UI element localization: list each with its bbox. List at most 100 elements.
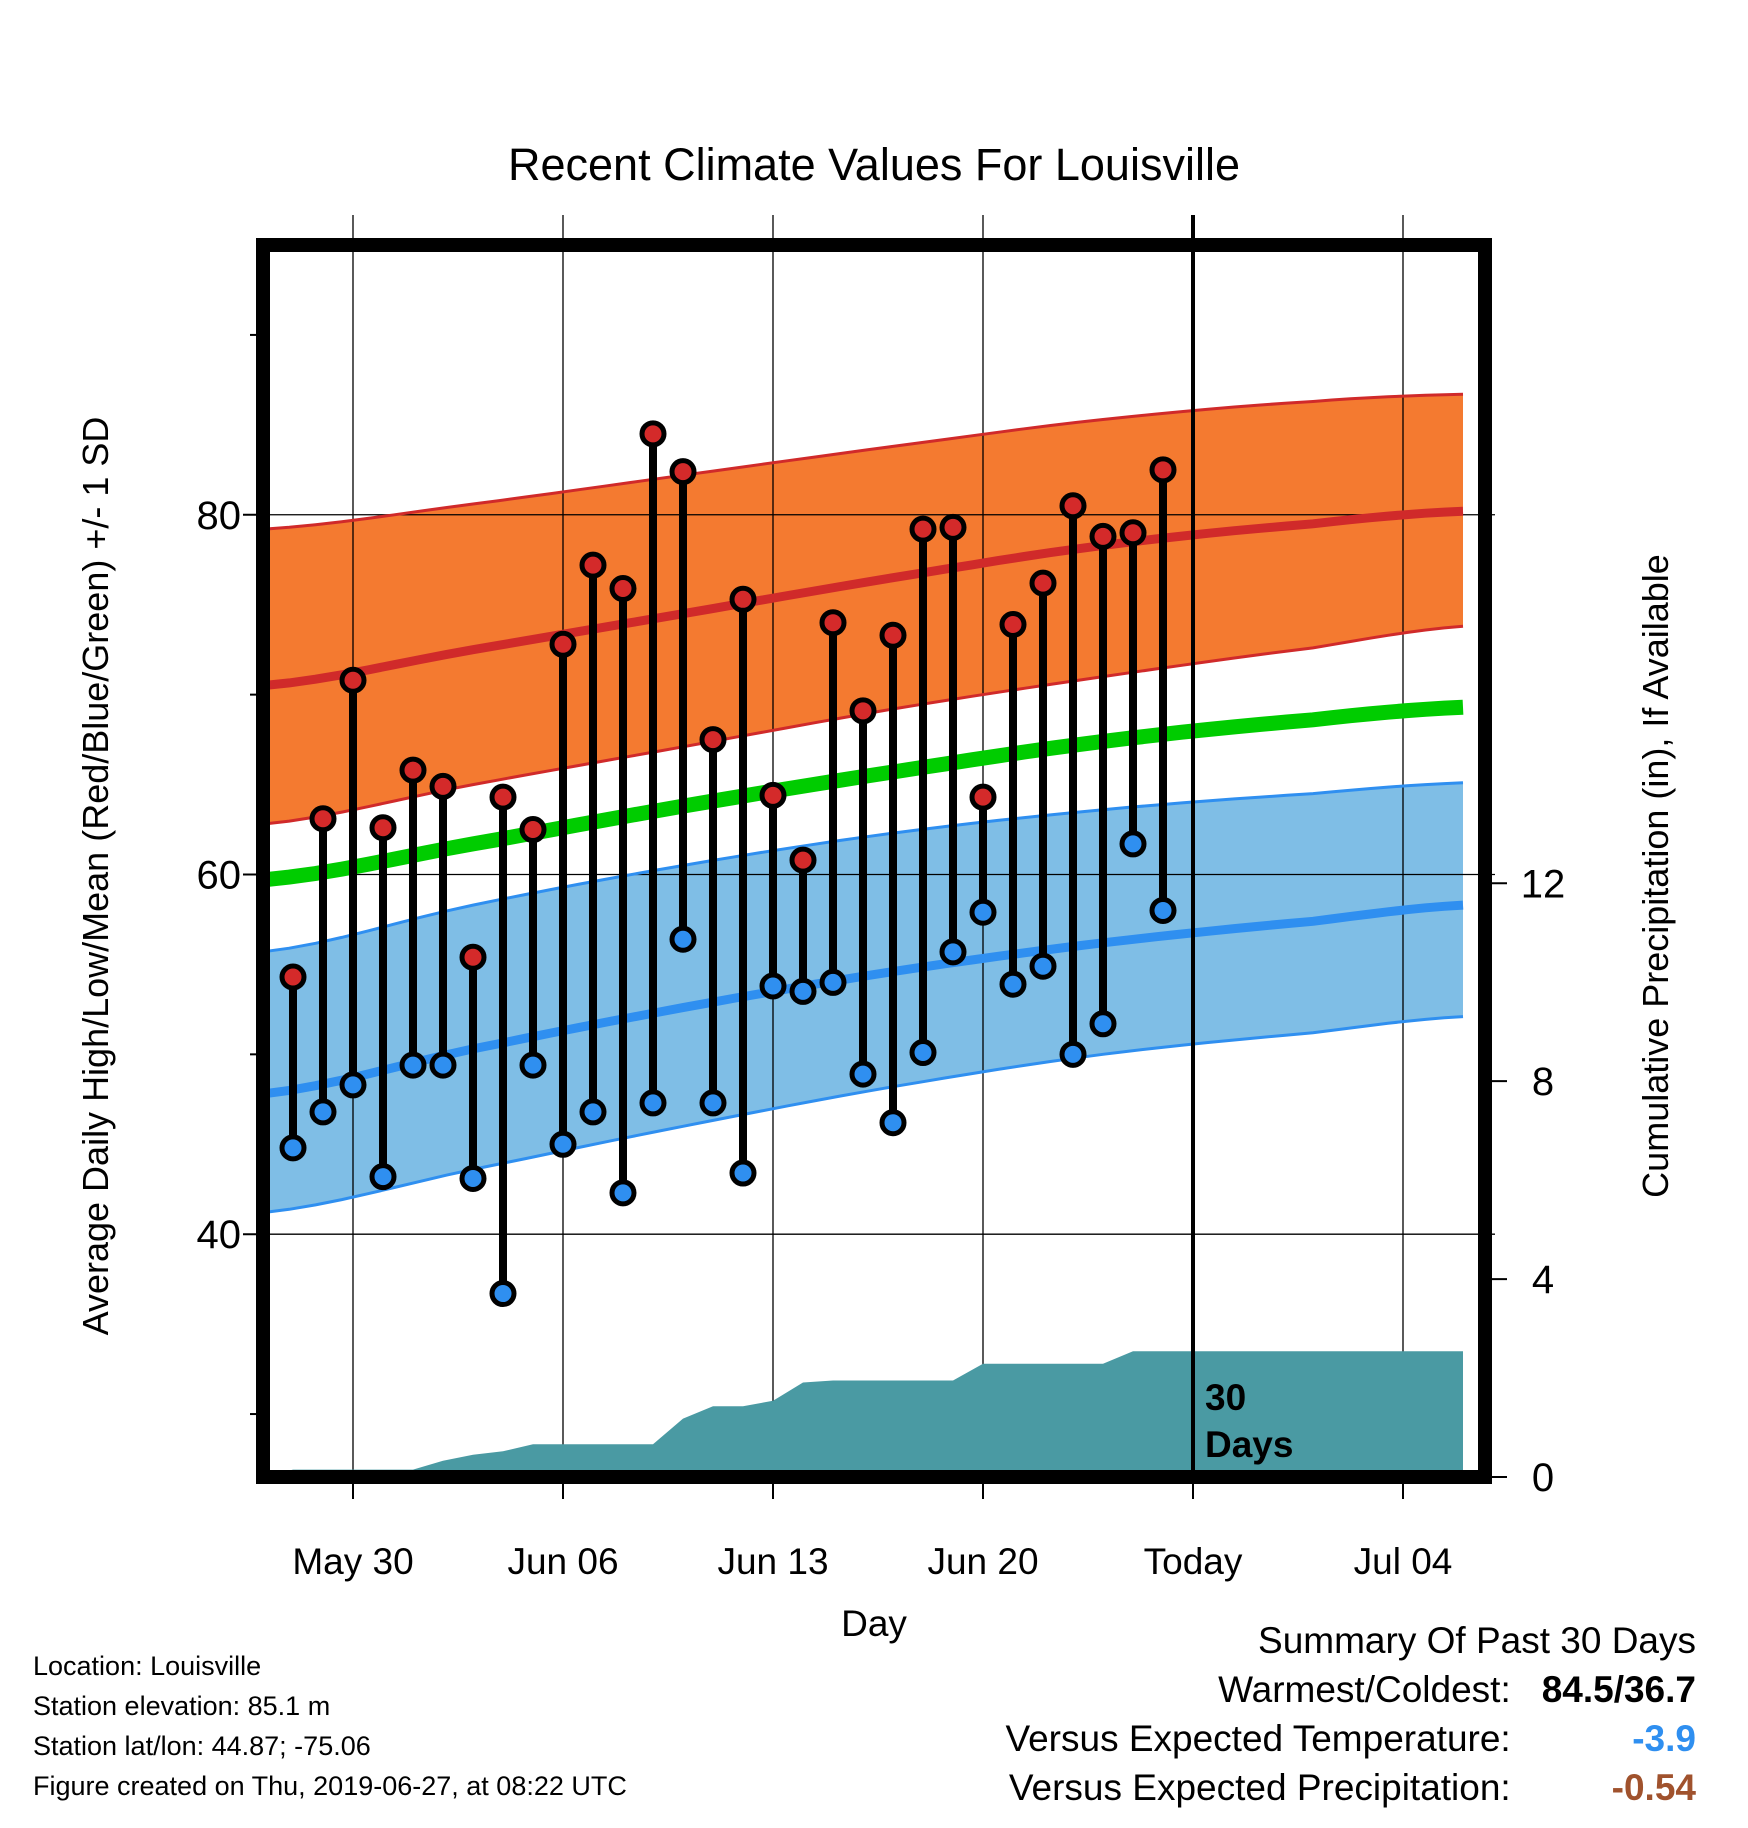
y-left-tick-label-60: 60	[197, 853, 242, 897]
low-point-2019-06-19	[939, 938, 967, 966]
x-tick-label-5: Today	[1144, 1541, 1243, 1582]
high-point-2019-06-19	[939, 513, 967, 541]
high-point-2019-06-05	[519, 816, 547, 844]
high-point-2019-06-25	[1119, 519, 1147, 547]
plot-frame	[256, 238, 1492, 1484]
daily-markers	[279, 420, 1177, 1308]
summary-panel: Summary Of Past 30 Days Warmest/Coldest:…	[1005, 1616, 1696, 1812]
precip-cumulative-area	[263, 1351, 1463, 1477]
x-tick-label-1: May 30	[292, 1541, 413, 1582]
high-point-2019-05-30	[339, 666, 367, 694]
y-left-tick-label-40: 40	[197, 1213, 242, 1257]
summary-heading: Summary Of Past 30 Days	[1258, 1620, 1696, 1661]
low-point-2019-06-09	[639, 1089, 667, 1117]
x-tick-label-6: Jul 04	[1354, 1541, 1453, 1582]
low-point-2019-06-24	[1089, 1010, 1117, 1038]
low-point-2019-06-04	[489, 1280, 517, 1308]
high-upper-edge	[262, 392, 1464, 531]
low-point-2019-06-20	[969, 898, 997, 926]
low-point-2019-06-12	[729, 1159, 757, 1187]
high-point-2019-06-22	[1029, 569, 1057, 597]
low-point-2019-06-05	[519, 1051, 547, 1079]
plot-border	[256, 238, 1492, 1484]
y-right-tick-label-0: 0	[1532, 1456, 1554, 1500]
high-point-2019-06-08	[609, 575, 637, 603]
low-point-2019-06-21	[999, 970, 1027, 998]
low-point-2019-05-28	[279, 1134, 307, 1162]
high-point-2019-05-29	[309, 805, 337, 833]
temp-row: Versus Expected Temperature: -3.9	[1005, 1714, 1696, 1763]
high-point-2019-06-17	[879, 621, 907, 649]
high-point-2019-06-07	[579, 551, 607, 579]
warm-cold-label: Warmest/Coldest:	[1218, 1669, 1511, 1710]
high-point-2019-06-11	[699, 726, 727, 754]
high-point-2019-05-31	[369, 814, 397, 842]
high-point-2019-06-21	[999, 610, 1027, 638]
y-right-tick-label-4: 4	[1532, 1258, 1554, 1302]
today-label-line-2: Days	[1205, 1424, 1293, 1465]
low-point-2019-06-07	[579, 1098, 607, 1126]
y-left-tick-label-80: 80	[197, 494, 242, 538]
low-point-2019-06-02	[429, 1051, 457, 1079]
location-text: Location: Louisville	[33, 1651, 262, 1681]
high-point-2019-05-28	[279, 963, 307, 991]
low-point-2019-06-23	[1059, 1040, 1087, 1068]
high-point-2019-06-13	[759, 781, 787, 809]
high-point-2019-06-23	[1059, 492, 1087, 520]
low-point-2019-06-10	[669, 925, 697, 953]
low-point-2019-06-11	[699, 1089, 727, 1117]
warm-cold-value: 84.5/36.7	[1541, 1669, 1696, 1710]
y-right-tick-label-8: 8	[1532, 1060, 1554, 1104]
high-point-2019-06-20	[969, 783, 997, 811]
low-point-2019-06-01	[399, 1051, 427, 1079]
low-point-2019-06-03	[459, 1164, 487, 1192]
daily-range-stems	[289, 429, 1167, 1298]
precip-row: Versus Expected Precipitation: -0.54	[1005, 1763, 1696, 1812]
today-marker: 30 Days	[1191, 215, 1293, 1477]
low-point-2019-06-15	[819, 968, 847, 996]
precip-label: Versus Expected Precipitation:	[1008, 1767, 1511, 1808]
today-label-line-1: 30	[1205, 1377, 1246, 1418]
low-point-2019-05-31	[369, 1163, 397, 1191]
high-point-2019-06-14	[789, 846, 817, 874]
low-point-2019-06-22	[1029, 952, 1057, 980]
precip-anomaly-value: -0.54	[1611, 1767, 1696, 1808]
high-point-2019-06-15	[819, 609, 847, 637]
x-tick-label-3: Jun 13	[717, 1541, 828, 1582]
y-right-tick-label-12: 12	[1521, 862, 1566, 906]
low-point-2019-06-26	[1149, 896, 1177, 924]
high-point-2019-06-18	[909, 515, 937, 543]
low-point-2019-06-13	[759, 972, 787, 1000]
high-point-2019-06-12	[729, 585, 757, 613]
high-point-2019-06-02	[429, 772, 457, 800]
low-point-2019-06-17	[879, 1109, 907, 1137]
warm-cold-row: Warmest/Coldest: 84.5/36.7	[1005, 1665, 1696, 1714]
low-point-2019-06-16	[849, 1060, 877, 1088]
high-point-2019-06-24	[1089, 522, 1117, 550]
y-axis-left-label: Average Daily High/Low/Mean (Red/Blue/Gr…	[75, 417, 116, 1336]
x-tick-label-4: Jun 20	[927, 1541, 1038, 1582]
x-axis-label: Day	[841, 1603, 907, 1644]
low-point-2019-06-25	[1119, 830, 1147, 858]
high-point-2019-06-26	[1149, 456, 1177, 484]
latlon-text: Station lat/lon: 44.87; -75.06	[33, 1731, 371, 1761]
high-point-2019-06-16	[849, 697, 877, 725]
high-point-2019-06-06	[549, 630, 577, 658]
temp-anomaly-value: -3.9	[1632, 1718, 1696, 1759]
elevation-text: Station elevation: 85.1 m	[33, 1691, 331, 1721]
station-info: Location: Louisville Station elevation: …	[33, 1646, 627, 1806]
high-point-2019-06-03	[459, 943, 487, 971]
low-point-2019-06-06	[549, 1130, 577, 1158]
axes-ticks: May 30 Jun 06 Jun 13 Jun 20 Today Jul 0440608…	[197, 333, 1566, 1582]
low-point-2019-06-18	[909, 1039, 937, 1067]
high-point-2019-06-09	[639, 420, 667, 448]
low-point-2019-05-30	[339, 1071, 367, 1099]
y-axis-right-label: Cumulative Precipitation (in), If Availa…	[1635, 554, 1676, 1198]
high-point-2019-06-01	[399, 756, 427, 784]
created-text: Figure created on Thu, 2019-06-27, at 08…	[33, 1771, 627, 1801]
high-point-2019-06-04	[489, 783, 517, 811]
temp-label: Versus Expected Temperature:	[1005, 1718, 1511, 1759]
high-mean-line	[262, 506, 1464, 691]
low-point-2019-06-08	[609, 1179, 637, 1207]
